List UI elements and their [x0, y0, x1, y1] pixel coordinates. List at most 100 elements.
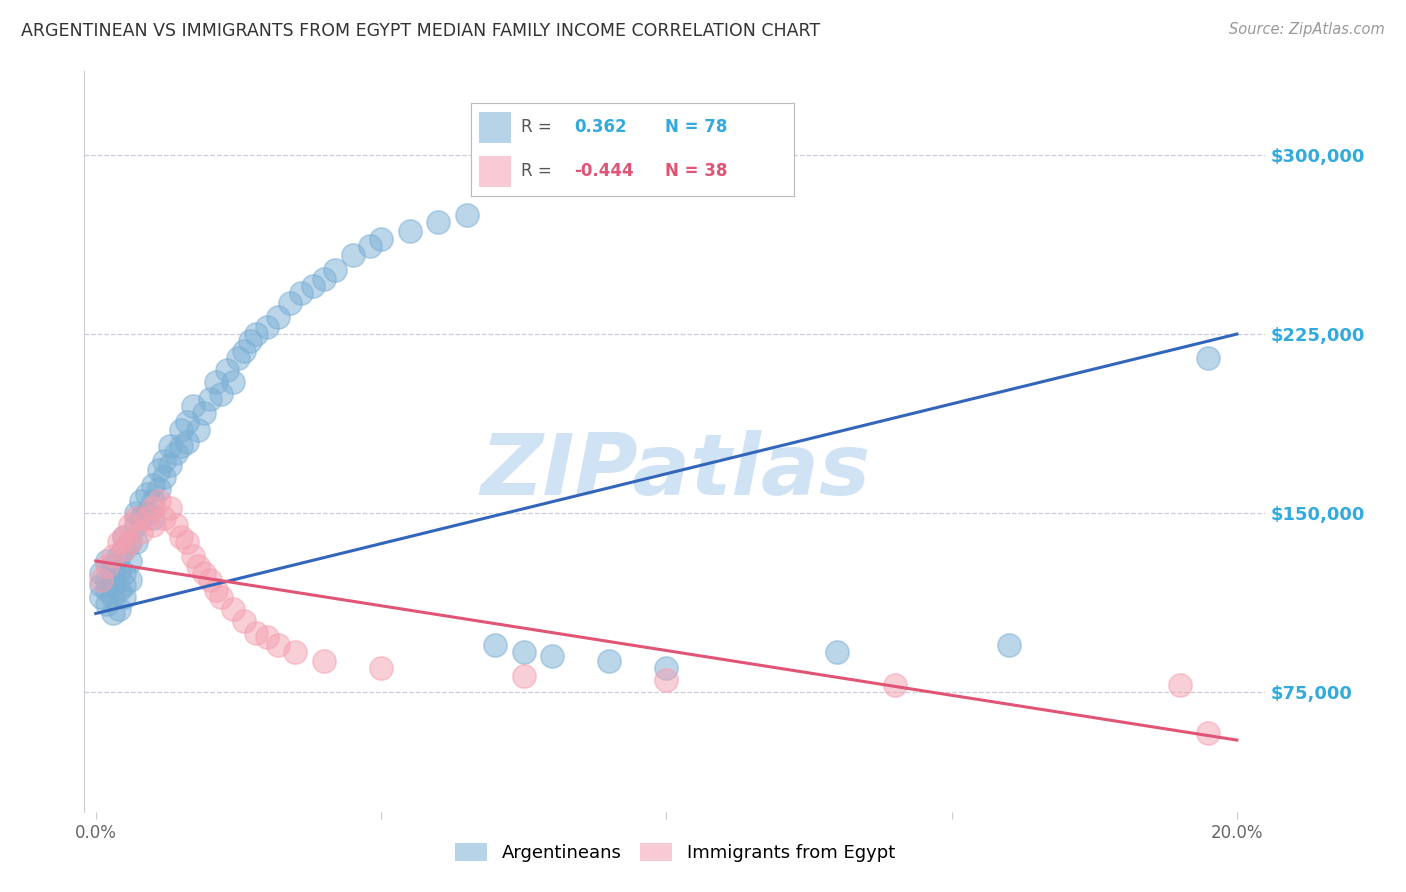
- Point: [131, 525, 153, 540]
- Point: [598, 654, 620, 668]
- Point: [153, 470, 176, 484]
- Point: [90, 573, 112, 587]
- Point: [148, 463, 170, 477]
- Point: [541, 649, 564, 664]
- Point: [165, 446, 187, 460]
- Text: N = 78: N = 78: [665, 119, 727, 136]
- Point: [204, 582, 226, 597]
- Point: [125, 511, 148, 525]
- Point: [187, 558, 209, 573]
- Point: [245, 327, 267, 342]
- Point: [655, 661, 678, 675]
- Point: [484, 638, 506, 652]
- Point: [142, 477, 165, 491]
- Point: [176, 534, 198, 549]
- Point: [159, 501, 181, 516]
- Point: [512, 645, 534, 659]
- Point: [96, 558, 118, 573]
- Point: [96, 554, 118, 568]
- Text: ARGENTINEAN VS IMMIGRANTS FROM EGYPT MEDIAN FAMILY INCOME CORRELATION CHART: ARGENTINEAN VS IMMIGRANTS FROM EGYPT MED…: [21, 22, 820, 40]
- Point: [342, 248, 364, 262]
- Point: [245, 625, 267, 640]
- Point: [170, 439, 193, 453]
- Point: [370, 231, 392, 245]
- Point: [131, 511, 153, 525]
- Point: [222, 375, 245, 389]
- Point: [181, 399, 204, 413]
- Point: [112, 530, 135, 544]
- Point: [312, 272, 335, 286]
- Point: [90, 566, 112, 580]
- Point: [883, 678, 905, 692]
- Point: [107, 549, 129, 564]
- Point: [165, 518, 187, 533]
- Point: [512, 668, 534, 682]
- Point: [90, 590, 112, 604]
- Point: [198, 392, 221, 406]
- Point: [284, 645, 307, 659]
- Point: [278, 296, 301, 310]
- Point: [125, 506, 148, 520]
- Point: [256, 319, 278, 334]
- Point: [107, 534, 129, 549]
- Point: [187, 423, 209, 437]
- Point: [456, 208, 478, 222]
- Point: [359, 238, 381, 252]
- Point: [125, 518, 148, 533]
- Point: [427, 215, 450, 229]
- Point: [159, 458, 181, 473]
- Point: [101, 607, 124, 621]
- Point: [209, 590, 232, 604]
- Point: [101, 578, 124, 592]
- Bar: [479, 112, 512, 143]
- Point: [176, 434, 198, 449]
- Point: [107, 564, 129, 578]
- Point: [118, 534, 141, 549]
- Text: ZIPatlas: ZIPatlas: [479, 430, 870, 513]
- Point: [107, 582, 129, 597]
- Point: [125, 534, 148, 549]
- Point: [997, 638, 1019, 652]
- Point: [112, 541, 135, 556]
- Point: [153, 511, 176, 525]
- Point: [290, 286, 312, 301]
- Point: [96, 582, 118, 597]
- Text: -0.444: -0.444: [575, 162, 634, 180]
- Point: [1197, 351, 1219, 365]
- Point: [112, 566, 135, 580]
- Point: [118, 554, 141, 568]
- Point: [1197, 726, 1219, 740]
- Point: [136, 511, 159, 525]
- Point: [239, 334, 262, 349]
- Point: [136, 506, 159, 520]
- Text: R =: R =: [522, 162, 553, 180]
- Point: [159, 439, 181, 453]
- Point: [398, 224, 420, 238]
- Point: [112, 590, 135, 604]
- Point: [170, 530, 193, 544]
- Point: [118, 518, 141, 533]
- Point: [142, 494, 165, 508]
- Point: [101, 558, 124, 573]
- Point: [193, 406, 215, 420]
- Point: [170, 423, 193, 437]
- Point: [233, 614, 256, 628]
- Point: [142, 511, 165, 525]
- Point: [96, 573, 118, 587]
- Point: [112, 541, 135, 556]
- Point: [827, 645, 849, 659]
- Point: [267, 638, 290, 652]
- Point: [101, 590, 124, 604]
- Point: [301, 279, 323, 293]
- Point: [107, 601, 129, 615]
- Point: [90, 578, 112, 592]
- Text: R =: R =: [522, 119, 553, 136]
- Point: [112, 578, 135, 592]
- Point: [136, 487, 159, 501]
- Point: [655, 673, 678, 688]
- Point: [312, 654, 335, 668]
- Point: [142, 501, 165, 516]
- Point: [112, 530, 135, 544]
- Point: [325, 262, 347, 277]
- Point: [118, 573, 141, 587]
